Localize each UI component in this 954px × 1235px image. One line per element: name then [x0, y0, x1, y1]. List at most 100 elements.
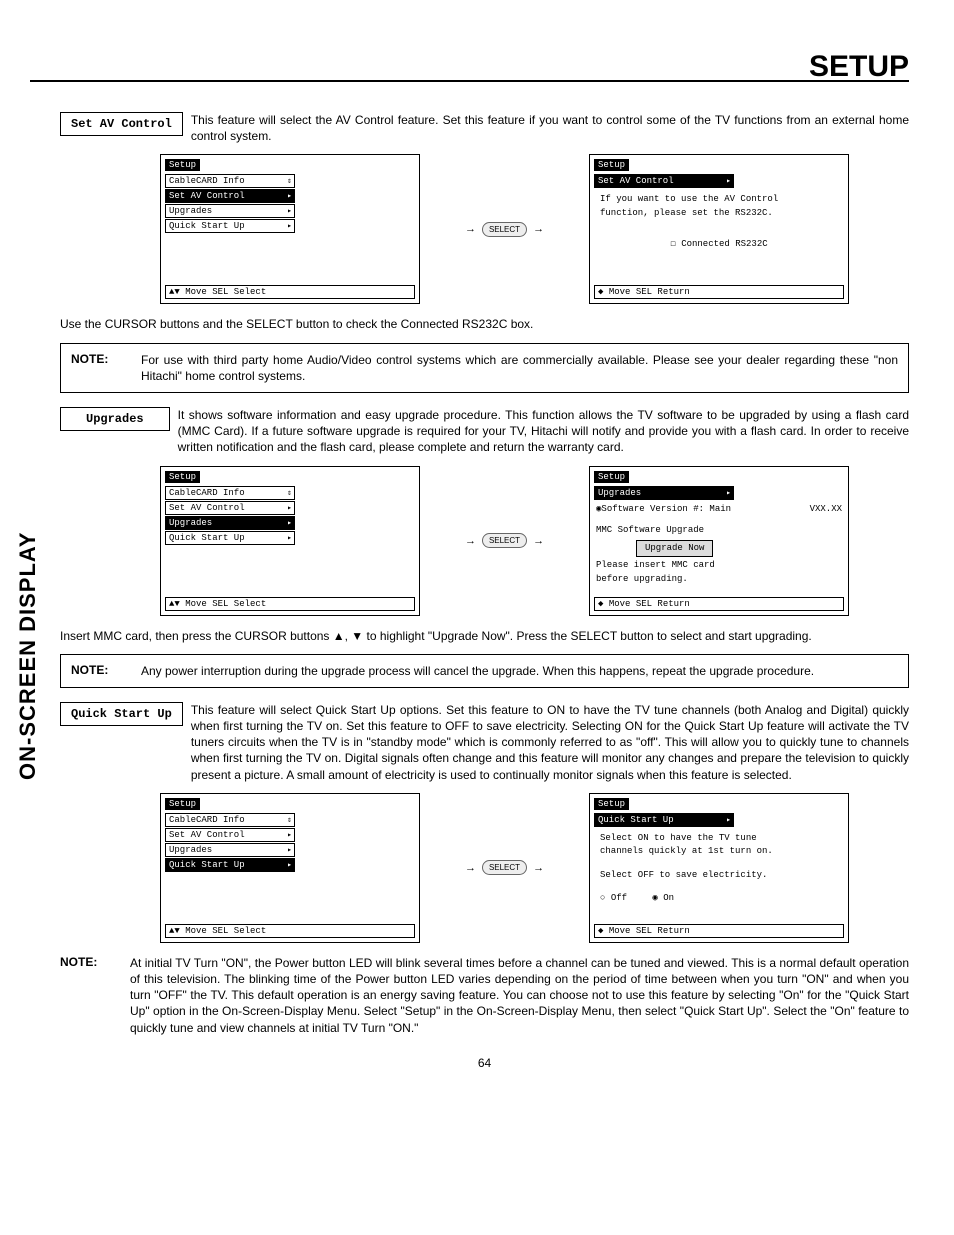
- osd-item-upgrades[interactable]: Upgrades ▸: [165, 843, 295, 857]
- osd-item-label: Upgrades: [169, 206, 212, 216]
- note-text: Any power interruption during the upgrad…: [141, 663, 898, 679]
- insert-text: Please insert MMC card: [596, 559, 842, 573]
- panels-quickstart: Setup CableCARD Info⇕ Set AV Control▸ Up…: [160, 793, 849, 943]
- osd-text: function, please set the RS232C.: [600, 207, 838, 221]
- arrow-icon: →: [533, 223, 544, 235]
- osd-title: Setup: [594, 159, 629, 171]
- section-av-control: Set AV Control This feature will select …: [60, 112, 909, 144]
- osd-title: Setup: [165, 798, 200, 810]
- osd-item-label: Quick Start Up: [169, 860, 245, 870]
- note-text: At initial TV Turn "ON", the Power butto…: [130, 955, 909, 1036]
- arrow-icon: ▸: [287, 533, 292, 543]
- osd-left-av: Setup CableCARD Info⇕ Set AV Control▸ Up…: [160, 154, 420, 304]
- arrow-icon: ▸: [726, 176, 731, 186]
- select-button[interactable]: SELECT: [482, 222, 527, 237]
- osd-item-label: Set AV Control: [169, 830, 245, 840]
- arrow-icon: ▸: [287, 845, 292, 855]
- section-upgrades: Upgrades It shows software information a…: [60, 407, 909, 456]
- osd-item-cablecard[interactable]: CableCARD Info ⇕: [165, 813, 295, 827]
- arrow-icon: ▸: [726, 815, 731, 825]
- arrow-icon: ▸: [287, 503, 292, 513]
- osd-item-upgrades[interactable]: Upgrades ▸: [165, 516, 295, 530]
- osd-item-label: Set AV Control: [169, 503, 245, 513]
- osd-item-label: Set AV Control: [169, 191, 245, 201]
- osd-item-quickstart[interactable]: Quick Start Up▸: [165, 219, 295, 233]
- osd-text: Select ON to have the TV tune: [600, 832, 838, 846]
- osd-item-cablecard[interactable]: CableCARD Info ⇕: [165, 174, 295, 188]
- label-av-control: Set AV Control: [60, 112, 183, 136]
- osd-title: Setup: [594, 471, 629, 483]
- osd-item-quickstart[interactable]: Quick Start Up ▸: [165, 858, 295, 872]
- osd-item-label: CableCARD Info: [169, 815, 245, 825]
- osd-text: Select OFF to save electricity.: [600, 869, 838, 883]
- version-value: VXX.XX: [810, 503, 842, 517]
- osd-subtitle: Quick Start Up▸: [594, 813, 734, 827]
- note-label: NOTE:: [71, 352, 141, 384]
- radio-on[interactable]: On: [652, 893, 674, 903]
- arrow-icon: ▸: [287, 191, 292, 201]
- osd-right-upgrades: Setup Upgrades▸ ◉Software Version #: Mai…: [589, 466, 849, 616]
- select-button[interactable]: SELECT: [482, 860, 527, 875]
- osd-item-setav[interactable]: Set AV Control ▸: [165, 501, 295, 515]
- arrow-icon: ▸: [287, 206, 292, 216]
- osd-item-label: Set AV Control: [598, 176, 674, 186]
- text-av-control: This feature will select the AV Control …: [191, 112, 909, 144]
- section-quickstart: Quick Start Up This feature will select …: [60, 702, 909, 783]
- panels-av: Setup CableCARD Info ⇕ Set AV Control ▸ Up…: [160, 154, 849, 304]
- osd-item-setav[interactable]: Set AV Control ▸: [165, 189, 295, 203]
- version-label: ◉Software Version #: Main: [596, 503, 731, 517]
- note-box-av: NOTE: For use with third party home Audi…: [60, 343, 909, 393]
- page-title: SETUP: [809, 50, 909, 84]
- label-quickstart: Quick Start Up: [60, 702, 183, 726]
- osd-text: channels quickly at 1st turn on.: [600, 845, 838, 859]
- osd-item-cablecard[interactable]: CableCARD Info ⇕: [165, 486, 295, 500]
- select-button[interactable]: SELECT: [482, 533, 527, 548]
- osd-body: ◉Software Version #: Main VXX.XX MMC Soft…: [594, 501, 844, 589]
- arrow-group: → SELECT →: [465, 533, 544, 548]
- osd-footer: ▲▼ Move SEL Select: [165, 285, 415, 299]
- arrow-icon: →: [465, 223, 476, 235]
- side-label: ON-SCREEN DISPLAY: [15, 532, 41, 780]
- radio-off[interactable]: Off: [600, 893, 627, 903]
- arrow-icon: ⇕: [287, 176, 292, 186]
- osd-right-quickstart: Setup Quick Start Up▸ Select ON to have …: [589, 793, 849, 943]
- arrow-icon: ▸: [287, 518, 292, 528]
- panels-upgrades: Setup CableCARD Info ⇕ Set AV Control ▸ Up…: [160, 466, 849, 616]
- osd-item-label: Quick Start Up: [169, 533, 245, 543]
- arrow-icon: →: [465, 535, 476, 547]
- note-label: NOTE:: [71, 663, 141, 679]
- arrow-icon: ⇕: [287, 488, 292, 498]
- osd-title: Setup: [165, 471, 200, 483]
- osd-item-label: Upgrades: [169, 518, 212, 528]
- osd-subtitle: Upgrades▸: [594, 486, 734, 500]
- osd-footer: ◆ Move SEL Return: [594, 924, 844, 938]
- osd-right-av: Setup Set AV Control▸ If you want to use…: [589, 154, 849, 304]
- osd-subtitle: Set AV Control ▸: [594, 174, 734, 188]
- note-quickstart: NOTE: At initial TV Turn "ON", the Power…: [60, 955, 909, 1036]
- note-text: For use with third party home Audio/Vide…: [141, 352, 898, 384]
- osd-item-upgrades[interactable]: Upgrades ▸: [165, 204, 295, 218]
- arrow-icon: ▸: [726, 488, 731, 498]
- osd-item-label: Upgrades: [169, 845, 212, 855]
- arrow-group: → SELECT →: [465, 860, 544, 875]
- osd-item-quickstart[interactable]: Quick Start Up ▸: [165, 531, 295, 545]
- osd-item-label: CableCARD Info: [169, 488, 245, 498]
- arrow-icon: ▸: [287, 860, 292, 870]
- osd-footer: ◆ Move SEL Return: [594, 285, 844, 299]
- divider: [30, 80, 909, 82]
- arrow-icon: ⇕: [287, 815, 292, 825]
- upgrade-now-button[interactable]: Upgrade Now: [636, 540, 713, 558]
- osd-item-setav[interactable]: Set AV Control▸: [165, 828, 295, 842]
- note-label: NOTE:: [60, 955, 130, 1036]
- insert-text: before upgrading.: [596, 573, 842, 587]
- text-upgrades: It shows software information and easy u…: [178, 407, 909, 456]
- osd-left-quickstart: Setup CableCARD Info⇕ Set AV Control▸ Up…: [160, 793, 420, 943]
- para-av-after: Use the CURSOR buttons and the SELECT bu…: [60, 316, 909, 332]
- checkbox-rs232c[interactable]: Connected RS232C: [600, 238, 838, 252]
- osd-title: Setup: [594, 798, 629, 810]
- note-box-upgrades: NOTE: Any power interruption during the …: [60, 654, 909, 688]
- osd-item-label: Quick Start Up: [169, 221, 245, 231]
- osd-item-label: CableCARD Info: [169, 176, 245, 186]
- osd-footer: ▲▼ Move SEL Select: [165, 924, 415, 938]
- mmc-label: MMC Software Upgrade: [596, 524, 842, 538]
